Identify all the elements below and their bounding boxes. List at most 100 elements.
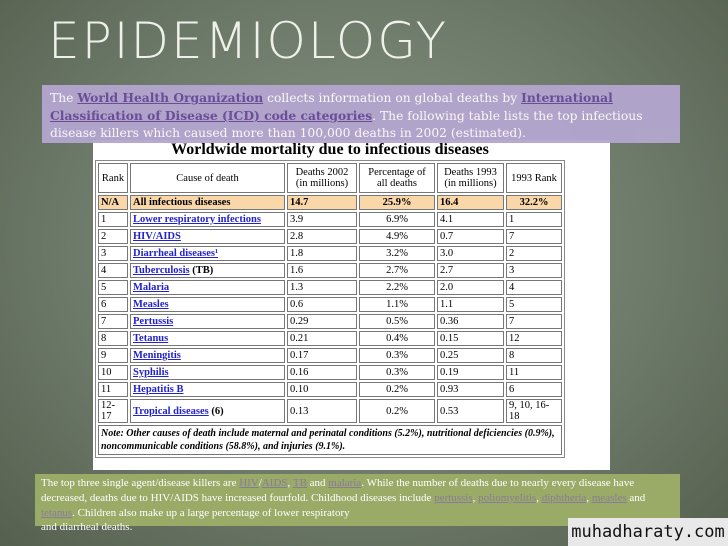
deaths-2002-cell: 0.13 (287, 399, 357, 423)
summary-text: and (626, 492, 646, 504)
tetanus-link[interactable]: tetanus (41, 507, 73, 519)
cause-cell: HIV/AIDS (130, 229, 285, 244)
deaths-2002-cell: 0.16 (287, 365, 357, 380)
cause-cell: Measles (130, 297, 285, 312)
cause-cell: Diarrheal diseases¹ (130, 246, 285, 261)
rank-1993-cell: 5 (506, 297, 562, 312)
disease-link[interactable]: Tropical diseases (133, 405, 209, 417)
rank-cell: 5 (98, 280, 128, 295)
disease-link[interactable]: Meningitis (133, 350, 181, 361)
deaths-1993-cell: 3.0 (437, 246, 504, 261)
cause-cell: Tetanus (130, 331, 285, 346)
slide-title: EPIDEMIOLOGY (48, 12, 449, 70)
deaths-1993-cell: 4.1 (437, 212, 504, 227)
watermark: muhadharaty.com (568, 518, 728, 546)
table-row: 1 Lower respiratory infections 3.9 6.9% 4.1 1 (98, 212, 562, 227)
disease-link[interactable]: Tuberculosis (133, 265, 190, 276)
header-percentage: Percentage of all deaths (359, 163, 435, 193)
rank-1993-cell: 9, 10, 16-18 (506, 399, 562, 423)
rank-1993-cell: 6 (506, 382, 562, 397)
deaths-1993-cell: 0.36 (437, 314, 504, 329)
cause-suffix: (6) (208, 405, 224, 417)
table-row: 4 Tuberculosis (TB) 1.6 2.7% 2.7 3 (98, 263, 562, 278)
table-row: 2 HIV/AIDS 2.8 4.9% 0.7 7 (98, 229, 562, 244)
rank-1993-cell: 8 (506, 348, 562, 363)
disease-link[interactable]: Lower respiratory infections (133, 214, 261, 225)
rank-1993-cell: 7 (506, 229, 562, 244)
rank-cell: 9 (98, 348, 128, 363)
disease-link[interactable]: Pertussis (133, 316, 174, 327)
percentage-cell: 0.4% (359, 331, 435, 346)
deaths-1993-cell: 0.93 (437, 382, 504, 397)
deaths-1993-cell: 2.7 (437, 263, 504, 278)
disease-link[interactable]: Syphilis (133, 367, 169, 378)
table-row: 9 Meningitis 0.17 0.3% 0.25 8 (98, 348, 562, 363)
rank-cell: 12-17 (98, 399, 128, 423)
rank-cell: N/A (98, 195, 128, 210)
icd-link[interactable]: International Classification of Disease … (50, 90, 613, 123)
rank-1993-cell: 11 (506, 365, 562, 380)
hiv-link[interactable]: HIV (239, 477, 259, 489)
percentage-cell: 2.2% (359, 280, 435, 295)
summary-text: and (306, 477, 329, 489)
deaths-2002-cell: 0.29 (287, 314, 357, 329)
who-link[interactable]: World Health Organization (77, 90, 264, 105)
diphtheria-link[interactable]: diphtheria (541, 492, 587, 504)
deaths-2002-cell: 0.17 (287, 348, 357, 363)
pertussis-link[interactable]: pertussis (434, 492, 473, 504)
table-row: 6 Measles 0.6 1.1% 1.1 5 (98, 297, 562, 312)
disease-link[interactable]: Malaria (133, 282, 170, 293)
disease-link[interactable]: HIV/AIDS (133, 231, 181, 242)
deaths-1993-cell: 0.19 (437, 365, 504, 380)
table-row: 11 Hepatitis B 0.10 0.2% 0.93 6 (98, 382, 562, 397)
summary-text: The top three single agent/disease kille… (41, 477, 240, 489)
aids-link[interactable]: AIDS (261, 477, 288, 489)
disease-link[interactable]: Tetanus (133, 333, 169, 344)
deaths-1993-cell: 0.53 (437, 399, 504, 423)
percentage-cell: 25.9% (359, 195, 435, 210)
table-row: 3 Diarrheal diseases¹ 1.8 3.2% 3.0 2 (98, 246, 562, 261)
table-row: 12-17 Tropical diseases (6) 0.13 0.2% 0.53 9,… (98, 399, 562, 423)
measles-link[interactable]: measles (591, 492, 627, 504)
note-row: Note: Other causes of death include mate… (98, 425, 562, 455)
rank-1993-cell: 3 (506, 263, 562, 278)
cause-cell: Hepatitis B (130, 382, 285, 397)
intro-box: The World Health Organization collects i… (42, 85, 680, 143)
cause-cell: Lower respiratory infections (130, 212, 285, 227)
table-row: N/A All infectious diseases 14.7 25.9% 16.4 3… (98, 195, 562, 210)
table-row: 5 Malaria 1.3 2.2% 2.0 4 (98, 280, 562, 295)
percentage-cell: 0.3% (359, 365, 435, 380)
rank-cell: 11 (98, 382, 128, 397)
header-rank-1993: 1993 Rank (506, 163, 562, 193)
malaria-link[interactable]: malaria (328, 477, 362, 489)
cause-cell: Tuberculosis (TB) (130, 263, 285, 278)
disease-link[interactable]: Diarrheal diseases¹ (133, 248, 219, 259)
rank-1993-cell: 1 (506, 212, 562, 227)
table-row: 10 Syphilis 0.16 0.3% 0.19 11 (98, 365, 562, 380)
summary-box: The top three single agent/disease kille… (35, 474, 680, 526)
percentage-cell: 0.2% (359, 399, 435, 423)
rank-cell: 1 (98, 212, 128, 227)
polio-link[interactable]: poliomyelitis (478, 492, 537, 504)
rank-1993-cell: 2 (506, 246, 562, 261)
tb-link[interactable]: TB (292, 477, 307, 489)
rank-cell: 8 (98, 331, 128, 346)
percentage-cell: 0.2% (359, 382, 435, 397)
percentage-cell: 6.9% (359, 212, 435, 227)
rank-1993-cell: 4 (506, 280, 562, 295)
cause-cell: Malaria (130, 280, 285, 295)
rank-cell: 10 (98, 365, 128, 380)
summary-last-line: and diarrheal deaths. (41, 521, 133, 533)
rank-cell: 7 (98, 314, 128, 329)
cause-cell: Meningitis (130, 348, 285, 363)
rank-1993-cell: 32.2% (506, 195, 562, 210)
disease-link[interactable]: Measles (133, 299, 169, 310)
percentage-cell: 0.5% (359, 314, 435, 329)
intro-text: . The following table lists the top infe… (50, 109, 643, 140)
mortality-table: Rank Cause of death Deaths 2002 (in mill… (95, 160, 565, 458)
intro-text: collects information on global deaths by (263, 91, 522, 105)
deaths-2002-cell: 1.8 (287, 246, 357, 261)
percentage-cell: 1.1% (359, 297, 435, 312)
disease-link[interactable]: Hepatitis B (133, 384, 184, 395)
header-row: Rank Cause of death Deaths 2002 (in mill… (98, 163, 562, 193)
